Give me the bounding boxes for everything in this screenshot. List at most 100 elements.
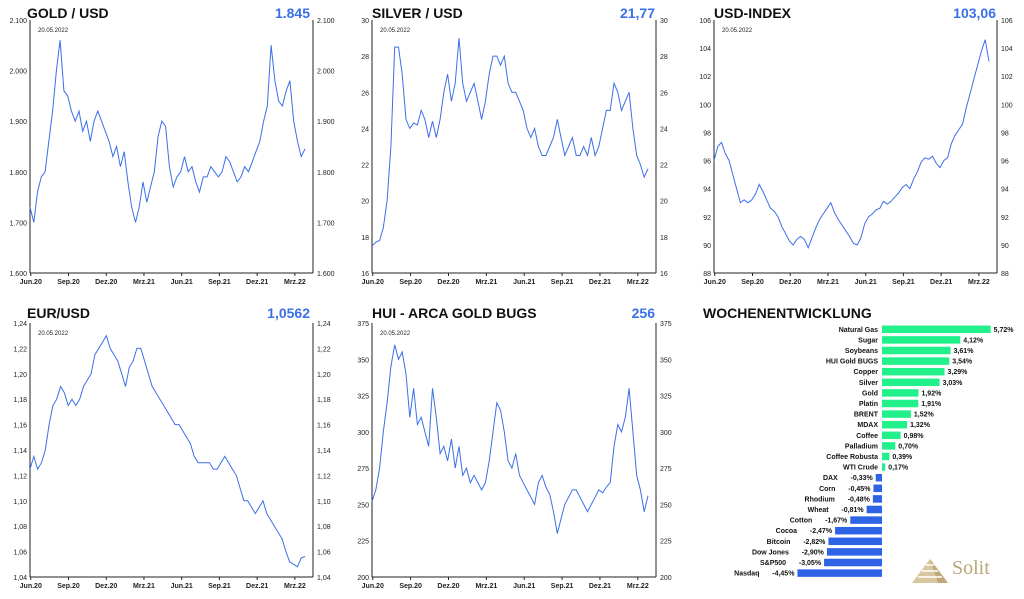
bar-value-label: 1,92%	[921, 390, 942, 397]
chart-title: USD-INDEX	[714, 5, 792, 21]
chart-value: 256	[631, 305, 655, 321]
chart-value: 1,0562	[267, 305, 310, 321]
y-tick-label-right: 325	[660, 394, 672, 401]
x-tick-label: Dez.21	[246, 279, 268, 286]
bar-category-label: Cocoa	[776, 528, 798, 535]
bar-value-label: -3,05%	[799, 560, 822, 567]
y-tick-label-right: 1,18	[317, 397, 331, 404]
bar	[882, 346, 951, 355]
x-tick-label: Dez.20	[779, 279, 801, 286]
bar	[835, 526, 882, 535]
bar	[828, 537, 882, 546]
y-tick-label-left: 26	[361, 90, 369, 97]
chart-title: WOCHENENTWICKLUNG	[703, 305, 872, 321]
x-tick-label: Mrz.22	[968, 279, 990, 286]
y-tick-label-left: 2.000	[9, 69, 27, 76]
bar-category-label: Coffee Robusta	[826, 454, 878, 461]
y-tick-label-left: 28	[361, 54, 369, 61]
bar-category-label: Palladium	[845, 443, 878, 450]
y-tick-label-left: 102	[699, 74, 711, 81]
y-tick-label-right: 94	[1001, 187, 1009, 194]
y-tick-label-right: 1,22	[317, 346, 331, 353]
x-tick-label: Dez.20	[95, 583, 117, 590]
y-tick-label-left: 98	[703, 130, 711, 137]
y-tick-label-left: 104	[699, 46, 711, 53]
y-tick-label-right: 1.600	[317, 271, 335, 278]
y-tick-label-right: 1,08	[317, 524, 331, 531]
y-tick-label-left: 225	[357, 539, 369, 546]
x-tick-label: Mrz.21	[133, 583, 155, 590]
bar-value-label: -2,90%	[802, 549, 825, 556]
x-tick-label: Mrz.21	[817, 279, 839, 286]
bar-category-label: Bitcoin	[767, 539, 791, 546]
date-label: 20.05.2022	[722, 28, 753, 34]
x-tick-label: Jun.21	[513, 279, 535, 286]
y-tick-label-right: 1,10	[317, 499, 331, 506]
y-tick-label-left: 275	[357, 466, 369, 473]
bar-value-label: 3,29%	[948, 369, 969, 376]
bar-category-label: Nasdaq	[734, 571, 759, 578]
bar	[797, 569, 882, 577]
pyramid-icon	[912, 559, 948, 583]
bar-category-label: Silver	[859, 380, 878, 387]
bar	[882, 463, 886, 471]
y-tick-label-right: 1,14	[317, 448, 331, 455]
series-line	[29, 334, 306, 568]
x-tick-label: Dez.21	[930, 279, 952, 286]
bar-category-label: S&P500	[760, 560, 786, 567]
y-tick-label-right: 375	[660, 321, 672, 328]
chart-value: 21,77	[619, 5, 655, 21]
bar-value-label: 5,72%	[994, 327, 1015, 334]
y-tick-label-right: 18	[660, 235, 668, 242]
x-tick-label: Mrz.22	[284, 583, 306, 590]
y-tick-label-right: 225	[660, 539, 672, 546]
y-tick-label-left: 1,08	[13, 524, 27, 531]
y-tick-label-right: 106	[1001, 18, 1013, 25]
bar-category-label: Soybeans	[845, 348, 878, 355]
y-tick-label-right: 30	[660, 18, 668, 25]
y-tick-label-left: 1,24	[13, 321, 27, 328]
bar-value-label: -0,48%	[848, 496, 871, 503]
chart-title: SILVER / USD	[372, 5, 463, 21]
y-tick-label-left: 350	[357, 357, 369, 364]
x-tick-label: Jun.20	[704, 279, 726, 286]
y-tick-label-right: 2.100	[317, 18, 335, 25]
bar	[882, 357, 950, 365]
y-tick-label-left: 16	[361, 271, 369, 278]
x-tick-label: Dez.21	[589, 583, 611, 590]
y-tick-label-right: 20	[660, 199, 668, 206]
x-tick-label: Mrz.21	[475, 279, 497, 286]
bar-category-label: Rhodium	[805, 496, 835, 503]
y-tick-label-left: 2.100	[9, 18, 27, 25]
bar-category-label: Copper	[854, 369, 879, 376]
bar-value-label: -0,45%	[848, 486, 871, 493]
date-label: 20.05.2022	[38, 331, 69, 337]
y-tick-label-right: 300	[660, 430, 672, 437]
bar-value-label: 3,61%	[954, 348, 975, 355]
y-tick-label-left: 96	[703, 159, 711, 166]
y-tick-label-left: 325	[357, 394, 369, 401]
y-tick-label-right: 1,20	[317, 372, 331, 379]
x-tick-label: Mrz.21	[133, 279, 155, 286]
x-tick-label: Jun.20	[20, 583, 42, 590]
y-tick-label-left: 1,04	[13, 575, 27, 582]
bar-value-label: -4,45%	[772, 571, 795, 578]
bar	[882, 452, 890, 461]
bar	[824, 558, 882, 567]
y-tick-label-left: 1,18	[13, 397, 27, 404]
bar	[866, 505, 882, 514]
date-label: 20.05.2022	[380, 28, 411, 34]
bar-value-label: -2,82%	[803, 539, 826, 546]
bar	[882, 420, 908, 429]
bar-value-label: 3,54%	[952, 359, 973, 366]
bar	[882, 389, 919, 397]
bar-category-label: Wheat	[808, 507, 830, 514]
x-tick-label: Sep.20	[57, 583, 80, 590]
bar-category-label: HUI Gold BUGS	[826, 359, 878, 366]
y-tick-label-left: 1.900	[9, 119, 27, 126]
y-tick-label-right: 200	[660, 575, 672, 582]
x-tick-label: Sep.21	[892, 279, 915, 286]
bar-value-label: 1,52%	[914, 412, 935, 419]
